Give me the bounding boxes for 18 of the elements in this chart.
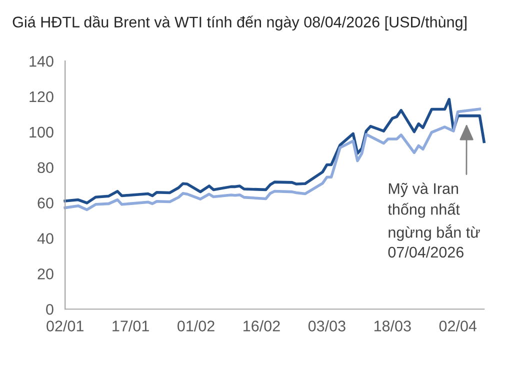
x-tick-label: 01/02 xyxy=(178,320,214,332)
y-tick-label: 40 xyxy=(37,233,54,244)
x-tick-label: 18/03 xyxy=(374,320,411,332)
x-tick-label: 02/01 xyxy=(46,320,84,332)
x-tick-label: 16/02 xyxy=(244,320,280,332)
y-tick-label: 80 xyxy=(38,162,54,174)
y-tick-label: 100 xyxy=(30,126,54,138)
chart-title: Giá HĐTL dầu Brent và WTI tính đến ngày 08/04/2026 [USD/thùng] xyxy=(12,16,466,30)
y-tick-label: 60 xyxy=(38,198,54,208)
y-tick-label: 0 xyxy=(46,304,54,315)
y-tick-label: 120 xyxy=(30,91,54,102)
line-series xyxy=(64,98,486,204)
y-tick-label: 140 xyxy=(30,56,54,67)
annotation: Mỹ và Iran thống nhất ngừng bắn từ 07/04/2026 xyxy=(388,182,480,258)
x-tick-label: 02/04 xyxy=(439,320,477,332)
x-tick-label: 17/01 xyxy=(112,320,149,332)
x-tick-label: 03/03 xyxy=(308,320,346,332)
y-tick-label: 20 xyxy=(38,268,54,280)
